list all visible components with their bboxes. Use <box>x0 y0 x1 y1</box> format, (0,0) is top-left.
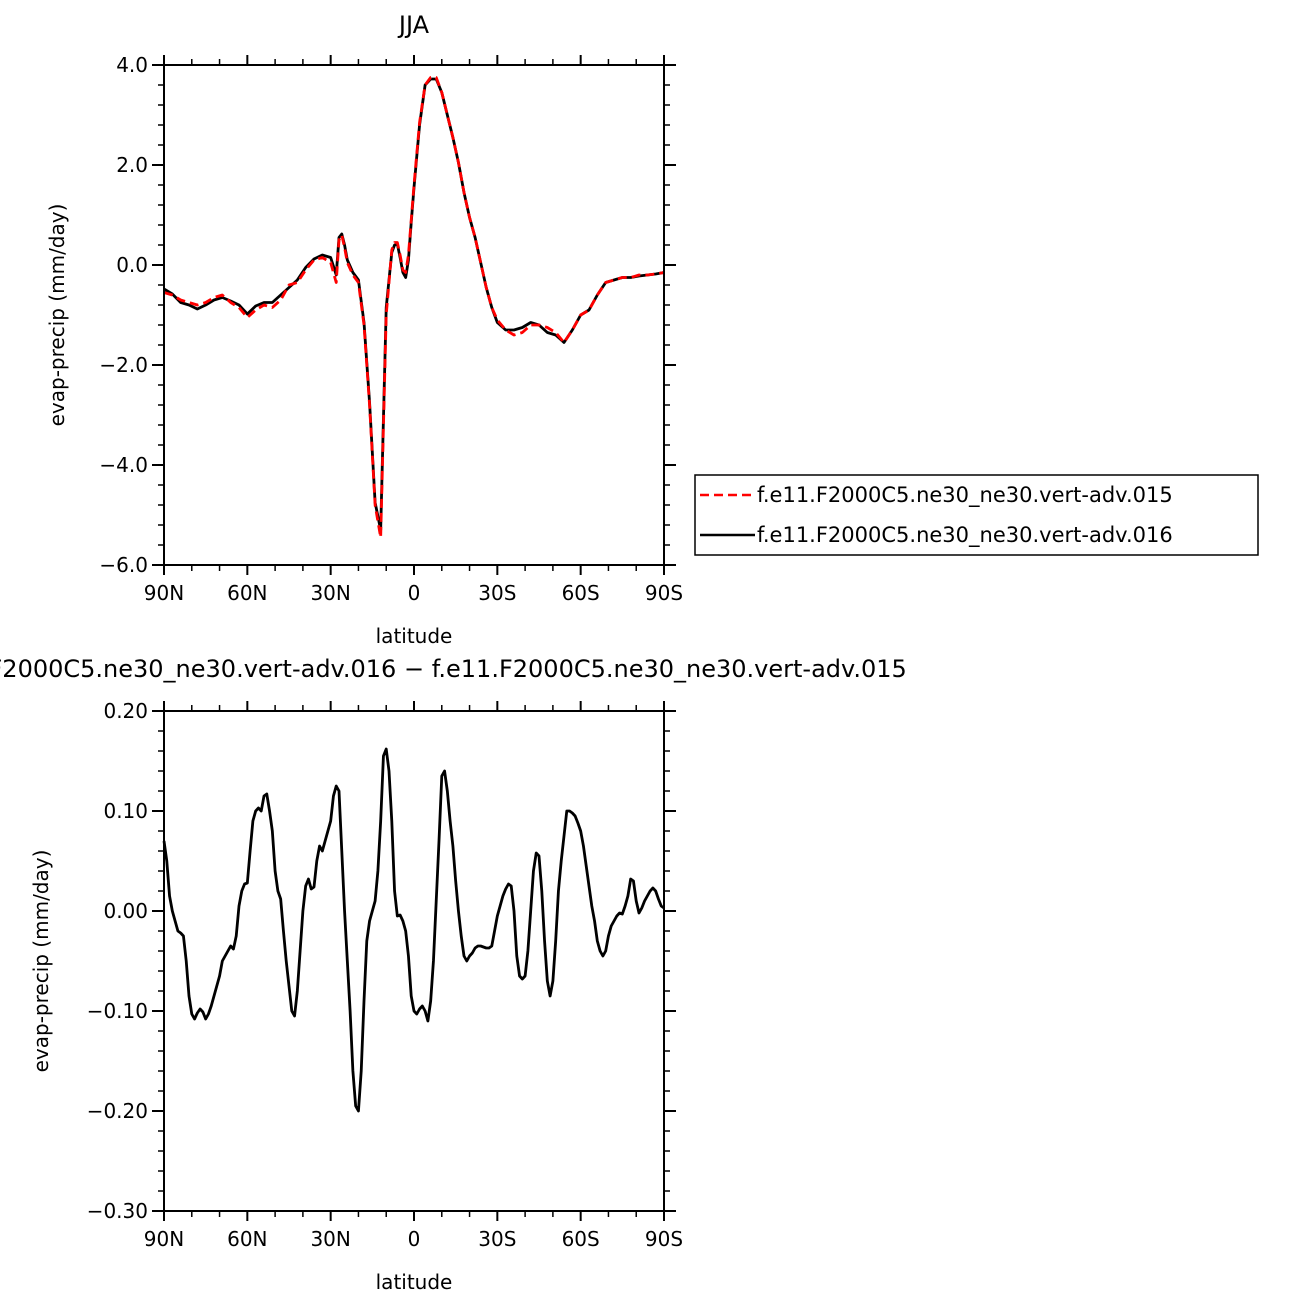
top-chart-x-axis-label: latitude <box>376 624 453 648</box>
legend-box <box>694 474 1259 556</box>
top-chart-y-tick-label: −4.0 <box>99 453 148 477</box>
bottom-chart-ticks <box>152 701 676 1221</box>
bottom-chart-title: f.e11.F2000C5.ne30_ne30.vert-adv.016 − f… <box>0 655 907 683</box>
top-chart-x-tick-label: 30S <box>478 581 516 605</box>
bottom-chart-x-tick-label: 30N <box>310 1227 350 1251</box>
bottom-chart-panel: f.e11.F2000C5.ne30_ne30.vert-adv.016 − f… <box>0 655 907 1294</box>
top-chart-y-tick-label: 0.0 <box>116 253 148 277</box>
bottom-chart-y-tick-label: 0.00 <box>103 899 148 923</box>
bottom-chart-x-tick-label: 90N <box>144 1227 184 1251</box>
bottom-chart-series-line-0 <box>162 747 665 1113</box>
top-chart-y-tick-label: −6.0 <box>99 553 148 577</box>
bottom-chart-x-tick-label: 60S <box>562 1227 600 1251</box>
bottom-chart-series-group <box>162 747 665 1113</box>
top-chart-tick-labels: 90N 60N 30N 0 30S 60S 90S 4.0 2.0 0.0 −2.0 −4.0 −6.0 <box>99 53 683 605</box>
top-chart-y-tick-label: 4.0 <box>116 53 148 77</box>
top-chart-y-axis-label: evap-precip (mm/day) <box>45 204 69 427</box>
legend: f.e11.F2000C5.ne30_ne30.vert-adv.015 f.e… <box>694 474 1259 556</box>
bottom-chart-x-axis-label: latitude <box>376 1270 453 1294</box>
top-chart-x-tick-label: 60S <box>562 581 600 605</box>
bottom-chart-y-tick-label: −0.30 <box>87 1199 148 1223</box>
top-chart-y-tick-label: −2.0 <box>99 353 148 377</box>
top-chart-x-tick-label: 60N <box>227 581 267 605</box>
top-chart-x-tick-label: 90N <box>144 581 184 605</box>
top-chart-panel: JJA 90N 60N 30N 0 30S 60S 90S 4.0 2.0 0.0 −2.0 −4.0… <box>45 11 1259 648</box>
top-chart-x-tick-label: 30N <box>310 581 350 605</box>
legend-label-series-015: f.e11.F2000C5.ne30_ne30.vert-adv.015 <box>757 483 1173 508</box>
top-chart-y-tick-label: 2.0 <box>116 153 148 177</box>
top-chart-plot-frame <box>163 64 665 566</box>
bottom-chart-y-tick-label: −0.20 <box>87 1099 148 1123</box>
legend-label-series-016: f.e11.F2000C5.ne30_ne30.vert-adv.016 <box>757 523 1173 548</box>
bottom-chart-y-axis-label: evap-precip (mm/day) <box>29 850 53 1073</box>
bottom-chart-y-tick-label: −0.10 <box>87 999 148 1023</box>
top-chart-x-tick-label: 90S <box>645 581 683 605</box>
bottom-chart-x-tick-label: 0 <box>408 1227 421 1251</box>
bottom-chart-x-tick-label: 90S <box>645 1227 683 1251</box>
top-chart-series-line-1 <box>163 77 665 532</box>
bottom-chart-plot-frame <box>163 710 665 1212</box>
top-chart-x-tick-label: 0 <box>408 581 421 605</box>
bottom-chart-x-tick-label: 30S <box>478 1227 516 1251</box>
top-chart-series-line-0 <box>163 76 665 539</box>
top-chart-title: JJA <box>397 11 430 39</box>
bottom-chart-tick-labels: 90N 60N 30N 0 30S 60S 90S 0.20 0.10 0.00 −0.10 −0.2… <box>87 699 683 1251</box>
top-chart-series-group <box>163 76 665 539</box>
bottom-chart-x-tick-label: 60N <box>227 1227 267 1251</box>
bottom-chart-y-tick-label: 0.10 <box>103 799 148 823</box>
bottom-chart-y-tick-label: 0.20 <box>103 699 148 723</box>
top-chart-ticks <box>152 55 676 575</box>
